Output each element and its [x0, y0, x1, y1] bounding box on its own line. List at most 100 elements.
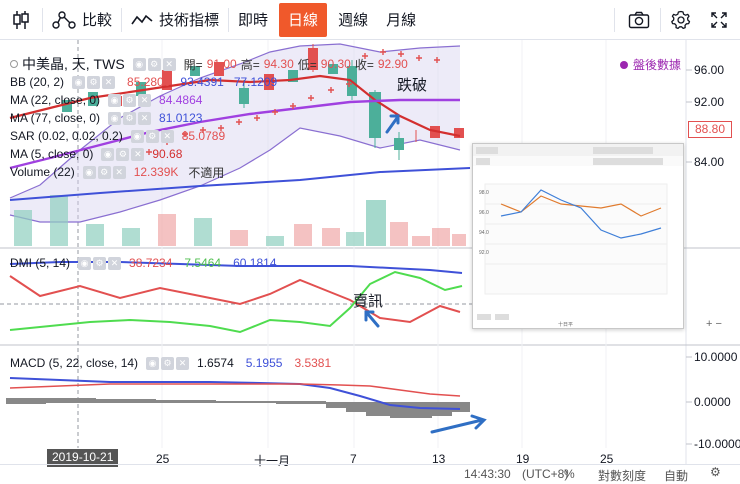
- bb-controls[interactable]: ◉ ⚙ ✕: [72, 75, 116, 89]
- ma22-row: MA (22, close, 0) ◉ ⚙ ✕ 84.4864: [10, 91, 408, 109]
- bottom-bar: 14:43:30 (UTC+8) % 對數刻度 自動 ⚙: [0, 464, 740, 483]
- compare-button[interactable]: 比較: [43, 0, 121, 40]
- interval-realtime-button[interactable]: 即時: [229, 0, 277, 40]
- ma5-name: MA (5, close, 0): [10, 147, 94, 161]
- sar-value: 85.0789: [181, 129, 226, 143]
- dmi-value-3: 60.1814: [233, 256, 277, 270]
- mini-series-blue: [500, 189, 662, 239]
- macd-tick: -10.0000: [694, 437, 740, 451]
- indicator-wave-icon: [131, 14, 153, 24]
- bb-value-1: 85.2800: [127, 75, 171, 89]
- bb-name: BB (20, 2): [10, 75, 65, 89]
- interval-monthly-label: 月線: [386, 12, 417, 29]
- symbol-dot-icon: [10, 60, 18, 68]
- after-hours-toggle[interactable]: 盤後數據: [620, 56, 681, 73]
- x-tick: 13: [432, 452, 446, 466]
- log-scale-toggle[interactable]: 對數刻度: [598, 469, 647, 483]
- ma77-name: MA (77, close, 0): [10, 111, 101, 125]
- x-tick: 25: [600, 452, 614, 466]
- svg-text:十日平: 十日平: [558, 321, 573, 328]
- dmi-value-2: 7.5464: [184, 256, 222, 270]
- volume-controls[interactable]: ◉ ⚙ ✕: [82, 165, 126, 179]
- low-label: 低=: [297, 57, 317, 72]
- macd-axis[interactable]: 10.0000 0.0000 -10.0000: [686, 345, 740, 451]
- embedded-chart-svg: 98.0 96.0 94.0 92.0 十日平: [473, 144, 683, 328]
- sell-signal-arrow-icon: [364, 310, 380, 328]
- ma5-controls[interactable]: ◉ ⚙ ✕: [101, 147, 145, 161]
- settings-button[interactable]: [664, 0, 698, 40]
- sar-controls[interactable]: ◉ ⚙ ✕: [130, 129, 174, 143]
- low-value: 90.30: [320, 57, 351, 71]
- indicators-label: 技術指標: [159, 12, 220, 29]
- bb-value-3: 77.1209: [233, 75, 278, 89]
- price-tick: 92.00: [694, 95, 725, 109]
- high-label: 高=: [240, 57, 260, 72]
- interval-weekly-label: 週線: [338, 12, 369, 29]
- fullscreen-button[interactable]: [702, 0, 736, 40]
- interval-weekly-button[interactable]: 週線: [329, 0, 377, 40]
- timezone[interactable]: (UTC+8): [522, 467, 569, 481]
- volume-value: 12.339K: [133, 165, 179, 179]
- interval-monthly-button[interactable]: 月線: [377, 0, 425, 40]
- macd-value-2: 5.1955: [245, 356, 283, 370]
- sell-signal-annotation: 賣訊: [353, 293, 384, 310]
- macd-legend: MACD (5, 22, close, 14) ◉ ⚙ ✕ 1.6574 5.195…: [10, 354, 331, 372]
- bollinger-lower-line: [9, 127, 461, 223]
- open-label: 開=: [183, 57, 203, 72]
- divider: [614, 7, 615, 32]
- bb-value-2: 93.4391: [180, 75, 224, 89]
- indicators-button[interactable]: 技術指標: [122, 0, 228, 40]
- price-tick: 84.00: [694, 155, 725, 169]
- x-tick: 19: [516, 452, 530, 466]
- price-tick: 96.00: [694, 63, 725, 77]
- volume-bars: [14, 195, 466, 246]
- volume-na: 不適用: [188, 165, 225, 180]
- macd-name: MACD (5, 22, close, 14): [10, 356, 139, 370]
- dmi-green-line: [9, 270, 463, 334]
- price-axis[interactable]: 96.00 92.00 84.00: [686, 40, 740, 248]
- divider: [228, 7, 230, 32]
- symbol-title: 中美晶, 天, TWS: [22, 56, 125, 72]
- main-chart-canvas[interactable]: [0, 0, 740, 464]
- breakdown-annotation: 跌破: [397, 77, 428, 94]
- after-hours-dot-icon: [620, 60, 628, 69]
- bar-style-button[interactable]: [0, 0, 42, 40]
- svg-text:98.0: 98.0: [479, 190, 489, 196]
- symbol-controls[interactable]: ◉ ⚙ ✕: [132, 57, 176, 71]
- x-tick: 25: [156, 452, 170, 466]
- pane-resize-controls[interactable]: + −: [706, 318, 722, 330]
- gear-icon: [671, 10, 691, 30]
- macd-red-line: [9, 383, 461, 397]
- macd-controls[interactable]: ◉ ⚙ ✕: [146, 356, 190, 370]
- divider: [42, 7, 43, 32]
- symbol-row: 中美晶, 天, TWS ◉ ⚙ ✕ 開= 91.00 高= 94.30 低= 90.30 …: [10, 55, 408, 73]
- macd-trend-arrow-icon: [430, 414, 487, 434]
- after-hours-label: 盤後數據: [633, 58, 682, 72]
- dmi-controls[interactable]: ◉ ⚙ ✕: [78, 256, 122, 270]
- bb-row: BB (20, 2) ◉ ⚙ ✕ 85.2800 93.4391 77.1209: [10, 73, 408, 91]
- dmi-legend: DMI (5, 14) ◉ ⚙ ✕ 38.7234 7.5464 60.1814: [10, 254, 277, 272]
- ma22-name: MA (22, close, 0): [10, 93, 101, 107]
- divider: [121, 7, 123, 32]
- ma77-controls[interactable]: ◉ ⚙ ✕: [108, 111, 152, 125]
- ma77-value: 81.0123: [159, 111, 203, 125]
- ma22-controls[interactable]: ◉ ⚙ ✕: [108, 93, 152, 107]
- candlestick-icon: [13, 10, 29, 29]
- compare-label: 比較: [82, 12, 113, 29]
- clock-time: 14:43:30: [464, 467, 511, 481]
- screenshot-button[interactable]: [622, 0, 656, 40]
- macd-histogram: [6, 398, 470, 418]
- volume-row: Volume (22) ◉ ⚙ ✕ 12.339K 不適用: [10, 163, 408, 181]
- svg-text:92.0: 92.0: [479, 250, 489, 256]
- auto-scale-toggle[interactable]: 自動: [664, 469, 689, 483]
- sar-name: SAR (0.02, 0.02, 0.2): [10, 129, 123, 143]
- macd-value-1: 1.6574: [197, 356, 234, 370]
- interval-daily-button[interactable]: 日線: [279, 2, 328, 37]
- svg-text:96.0: 96.0: [479, 210, 489, 216]
- interval-realtime-label: 即時: [238, 12, 269, 29]
- close-label: 收=: [354, 57, 374, 72]
- macd-tick: 10.0000: [694, 350, 738, 364]
- percent-toggle[interactable]: %: [564, 467, 575, 481]
- bottom-settings-icon[interactable]: ⚙: [710, 465, 721, 479]
